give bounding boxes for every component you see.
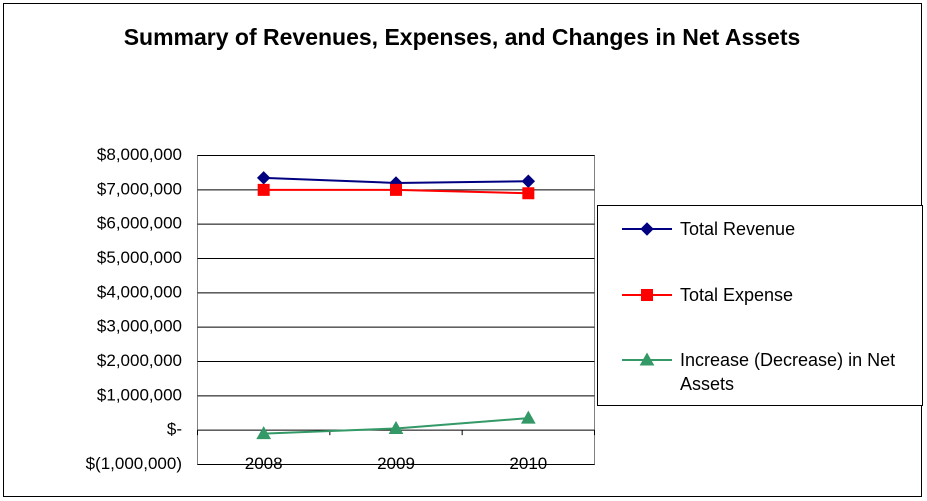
y-tick-label: $1,000,000 [97,385,182,404]
data-point [521,174,536,188]
y-tick-label: $5,000,000 [97,248,182,267]
y-tick-label: $4,000,000 [97,282,182,301]
y-tick-label: $- [167,420,182,439]
data-point [257,183,270,196]
legend-label: Total Expense [680,285,794,305]
data-point [256,171,271,185]
plot-area [197,155,595,465]
y-tick-label: $8,000,000 [97,145,182,164]
x-tick-label: 2010 [509,454,547,473]
legend-box [597,205,923,406]
data-point [390,183,402,196]
x-tick-label: 2009 [377,454,415,473]
legend-marker [639,352,655,366]
legend-label: Total Revenue [680,219,796,239]
y-tick-label: $7,000,000 [97,179,182,198]
data-point [522,187,535,200]
y-tick-label: $2,000,000 [97,351,182,370]
data-point [520,410,536,424]
legend-marker [641,289,653,301]
x-tick-label: 2008 [245,454,283,473]
y-tick-label: $3,000,000 [97,317,182,336]
chart-title: Summary of Revenues, Expenses, and Chang… [123,24,801,50]
y-tick-label: $(1,000,000) [86,454,182,473]
data-point [388,420,404,434]
legend-marker [640,222,654,236]
y-tick-label: $6,000,000 [97,214,182,233]
legend-label: Increase (Decrease) in Net Assets [680,350,896,394]
data-point [256,426,272,440]
